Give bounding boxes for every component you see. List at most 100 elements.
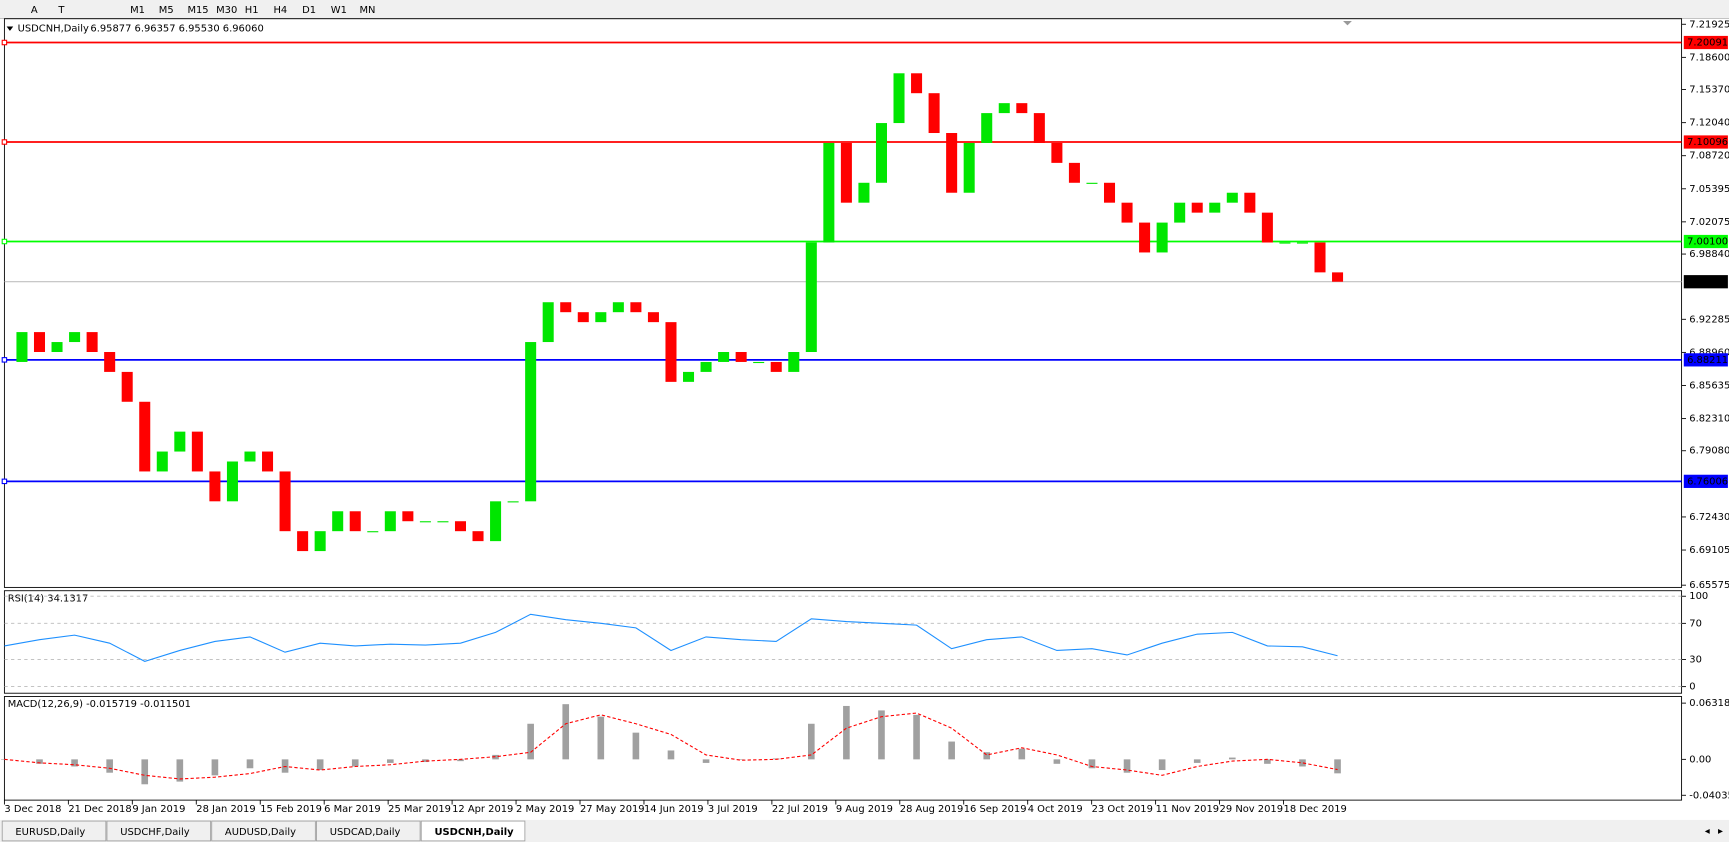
candle — [1209, 202, 1221, 213]
level-handle — [1, 139, 8, 145]
level-box — [1683, 474, 1728, 488]
macd-bar — [1018, 748, 1026, 760]
candle — [1139, 222, 1151, 253]
y-tick-label: 7.18600 — [1689, 52, 1729, 63]
tab[interactable] — [420, 820, 526, 842]
y-tick-label: 7.15370 — [1689, 85, 1729, 96]
candle — [1033, 113, 1045, 143]
macd-bar — [1228, 757, 1236, 760]
candle — [279, 471, 291, 532]
macd-bar — [457, 759, 464, 762]
candle — [805, 242, 817, 353]
tab[interactable] — [106, 820, 212, 842]
tab[interactable] — [1, 820, 107, 842]
timeframe-button[interactable]: M30 — [216, 5, 237, 16]
timeframe-button[interactable]: W1 — [331, 5, 347, 16]
candle — [314, 531, 326, 552]
scroll-left[interactable]: ◂ — [1705, 826, 1710, 837]
x-tick-label: 12 Apr 2019 — [452, 804, 513, 815]
tab-label[interactable]: USDCHF,Daily — [120, 827, 190, 838]
candle — [577, 312, 589, 323]
tab[interactable] — [316, 820, 421, 842]
quote: 6.95877 6.96357 6.95530 6.96060 — [90, 24, 263, 35]
level-label: 7.00100 — [1687, 237, 1728, 248]
x-tick-label: 28 Aug 2019 — [900, 804, 963, 815]
candle — [490, 501, 502, 542]
timeframe-button[interactable]: MN — [359, 5, 375, 16]
y-tick-label: 100 — [1689, 591, 1708, 602]
macd-bar — [1123, 759, 1131, 773]
candle — [156, 451, 168, 472]
tab-label[interactable]: AUDUSD,Daily — [225, 827, 296, 838]
x-tick-label: 6 Mar 2019 — [324, 804, 381, 815]
candle — [1051, 142, 1063, 163]
level-label: 7.10096 — [1687, 137, 1728, 148]
candle — [1103, 182, 1116, 203]
y-tick-label: 0 — [1689, 682, 1695, 693]
candle — [16, 332, 28, 362]
timeframe-button[interactable]: M15 — [187, 5, 208, 16]
candle — [998, 103, 1010, 114]
candle — [69, 332, 81, 343]
tool-button[interactable]: T — [57, 5, 65, 16]
macd-panel — [3, 696, 1683, 801]
level-label: 6.76006 — [1687, 476, 1728, 487]
timeframe-button[interactable]: D1 — [302, 5, 316, 16]
macd-bar — [106, 759, 113, 773]
scroll-right[interactable]: ▸ — [1718, 826, 1723, 837]
macd-bar — [1334, 759, 1341, 774]
candle — [683, 371, 695, 382]
macd-bar — [983, 752, 991, 760]
candle — [209, 471, 221, 502]
x-tick-label: 3 Jul 2019 — [708, 804, 758, 815]
timeframe-button[interactable]: H4 — [273, 5, 287, 16]
x-tick-label: 23 Oct 2019 — [1092, 804, 1153, 815]
candle — [139, 401, 151, 472]
y-tick-label: 6.98840 — [1689, 249, 1729, 260]
macd-bar — [1299, 759, 1306, 767]
candle — [191, 431, 203, 472]
level-handle — [1, 39, 8, 46]
candle — [893, 73, 905, 124]
x-tick-label: 15 Feb 2019 — [260, 804, 322, 815]
timeframe-button[interactable]: M5 — [159, 5, 174, 16]
macd-bar — [246, 759, 254, 769]
timeframe-button[interactable]: H1 — [245, 5, 259, 16]
level-handle — [1, 478, 8, 485]
macd-bar — [211, 759, 219, 776]
candle — [121, 371, 133, 402]
tool-button[interactable]: A — [31, 5, 38, 16]
x-tick-label: 4 Oct 2019 — [1028, 804, 1083, 815]
tab-label[interactable]: EURUSD,Daily — [15, 827, 85, 838]
candle — [437, 521, 449, 523]
tab-label[interactable]: USDCNH,Daily — [434, 827, 514, 838]
level-handle — [1, 238, 8, 245]
timeframe-button[interactable]: M1 — [130, 5, 145, 16]
macd-bar — [562, 704, 570, 760]
macd-bar — [141, 759, 149, 785]
candle — [875, 123, 887, 183]
current-price-label: 6.96060 — [1687, 277, 1728, 288]
chart-title: USDCNH,Daily — [18, 24, 89, 35]
candle — [665, 322, 677, 382]
rsi-title: RSI(14) 34.1317 — [8, 593, 89, 604]
tab[interactable] — [211, 820, 316, 842]
macd-bar — [422, 759, 429, 763]
x-tick-label: 28 Jan 2019 — [196, 804, 255, 815]
level-handle — [1, 357, 8, 363]
x-tick-label: 9 Jan 2019 — [132, 804, 185, 815]
current-price-box — [1683, 275, 1728, 289]
macd-bar — [176, 759, 184, 782]
candle — [1156, 222, 1168, 253]
macd-bar — [948, 741, 955, 760]
tab-label[interactable]: USDCAD,Daily — [330, 827, 401, 838]
macd-bar — [36, 759, 43, 764]
y-tick-label: 6.79080 — [1689, 446, 1729, 457]
y-tick-label: 6.69105 — [1689, 545, 1729, 556]
level-box — [1683, 234, 1728, 249]
chart-area — [0, 18, 1729, 820]
candle — [1086, 182, 1098, 184]
candle — [735, 352, 747, 362]
